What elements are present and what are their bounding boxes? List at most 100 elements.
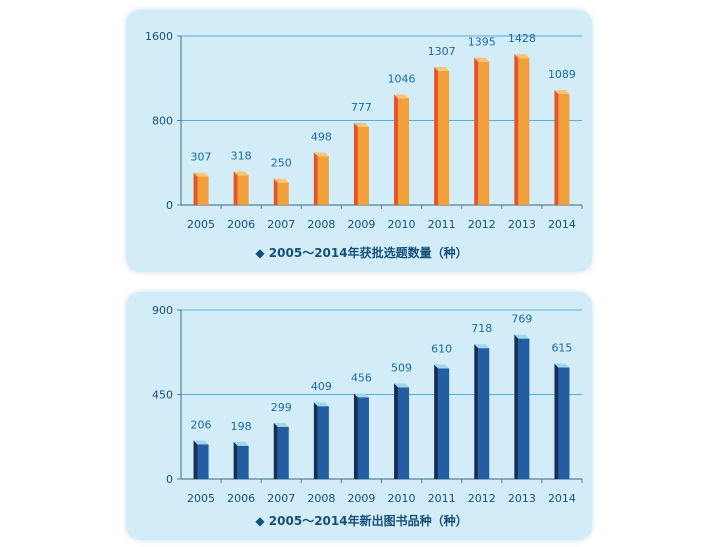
y-tick-label: 900 [152,304,173,317]
bar-2011 [434,66,450,206]
x-tick-label: 2007 [267,218,295,231]
bar-front [558,367,570,479]
bar-front [197,444,209,479]
bar-2012 [474,344,490,479]
x-tick-label: 2006 [227,492,255,505]
bar-value-label: 615 [551,342,572,355]
bar-front [237,445,249,479]
bar-2014 [554,89,570,205]
bar-top [273,178,289,183]
x-tick-label: 2011 [428,492,456,505]
x-tick-label: 2007 [267,492,295,505]
bar-value-label: 456 [351,371,372,384]
bar-value-label: 299 [271,401,292,414]
bar-value-label: 1395 [468,36,496,49]
y-tick-label: 800 [152,115,173,128]
x-tick-label: 2008 [307,218,335,231]
bar-side [353,122,358,205]
bar-2006 [233,441,249,479]
bar-2006 [233,171,249,205]
bar-2010 [394,383,410,479]
bar-front [357,397,369,479]
bar-side [554,363,559,479]
bar-2011 [434,364,450,479]
bar-front [357,126,369,205]
bar-top [313,152,329,157]
bar-front [438,70,450,206]
x-tick-label: 2010 [388,218,416,231]
bar-2005 [193,440,209,479]
bar-side [434,66,439,206]
bar-top [233,441,249,446]
bar-top [394,383,410,388]
bar-top [434,66,450,71]
bar-side [514,54,519,206]
bar-value-label: 250 [271,157,292,170]
bar-2008 [313,402,329,479]
x-tick-label: 2010 [388,492,416,505]
bar-value-label: 198 [231,420,252,433]
chart-2: 0 450 900 206 2005 198 2006 299 2007 409 2008 456 20… [152,304,583,528]
bar-top [233,171,249,176]
y-tick-label: 450 [152,389,173,402]
bar-top [474,344,490,349]
bar-value-label: 777 [351,101,372,114]
bar-2012 [474,57,490,206]
bar-front [237,175,249,205]
x-tick-label: 2006 [227,218,255,231]
bar-front [277,182,289,205]
bar-top [554,363,570,368]
x-tick-label: 2014 [548,218,576,231]
x-tick-label: 2013 [508,492,536,505]
bar-value-label: 318 [231,149,252,162]
chart-title: ◆ 2005～2014年获批选题数量（种） [255,245,467,260]
bar-2007 [273,178,289,205]
bar-2005 [193,172,209,205]
bar-front [317,406,329,479]
x-tick-label: 2012 [468,218,496,231]
bar-front [317,156,329,205]
bar-side [273,178,278,205]
bar-side [434,364,439,479]
bar-side [233,441,238,479]
y-tick-label: 1600 [145,30,173,43]
bar-side [193,172,198,205]
y-tick-label: 0 [166,473,173,486]
bar-top [514,54,530,59]
bar-value-label: 206 [191,418,212,431]
bar-top [554,89,570,94]
bar-front [277,426,289,479]
chart-title: ◆ 2005～2014年新出图书品种（种） [255,513,467,528]
bar-2013 [514,334,530,479]
bar-value-label: 307 [191,151,212,164]
bar-side [474,57,479,206]
bar-front [518,338,530,479]
y-tick-label: 0 [166,199,173,212]
bar-side [394,94,399,205]
bar-side [273,422,278,479]
bar-side [514,334,519,479]
bar-2013 [514,54,530,206]
bar-2007 [273,422,289,479]
bar-value-label: 1307 [428,45,456,58]
x-tick-label: 2005 [187,218,215,231]
bar-value-label: 718 [471,322,492,335]
x-tick-label: 2005 [187,492,215,505]
bar-value-label: 509 [391,361,412,374]
bar-value-label: 769 [511,313,532,326]
bar-top [193,172,209,177]
x-tick-label: 2008 [307,492,335,505]
x-tick-label: 2012 [468,492,496,505]
bar-top [353,393,369,398]
bar-top [474,57,490,62]
bar-front [438,368,450,479]
bar-front [478,348,490,479]
bar-front [478,61,490,206]
bar-side [313,402,318,479]
bar-value-label: 498 [311,130,332,143]
chart-1: 0 800 1600 307 2005 318 2006 250 2007 498 2008 777 2… [145,30,583,260]
bar-top [313,402,329,407]
bar-value-label: 1428 [508,32,536,45]
bar-value-label: 409 [311,380,332,393]
